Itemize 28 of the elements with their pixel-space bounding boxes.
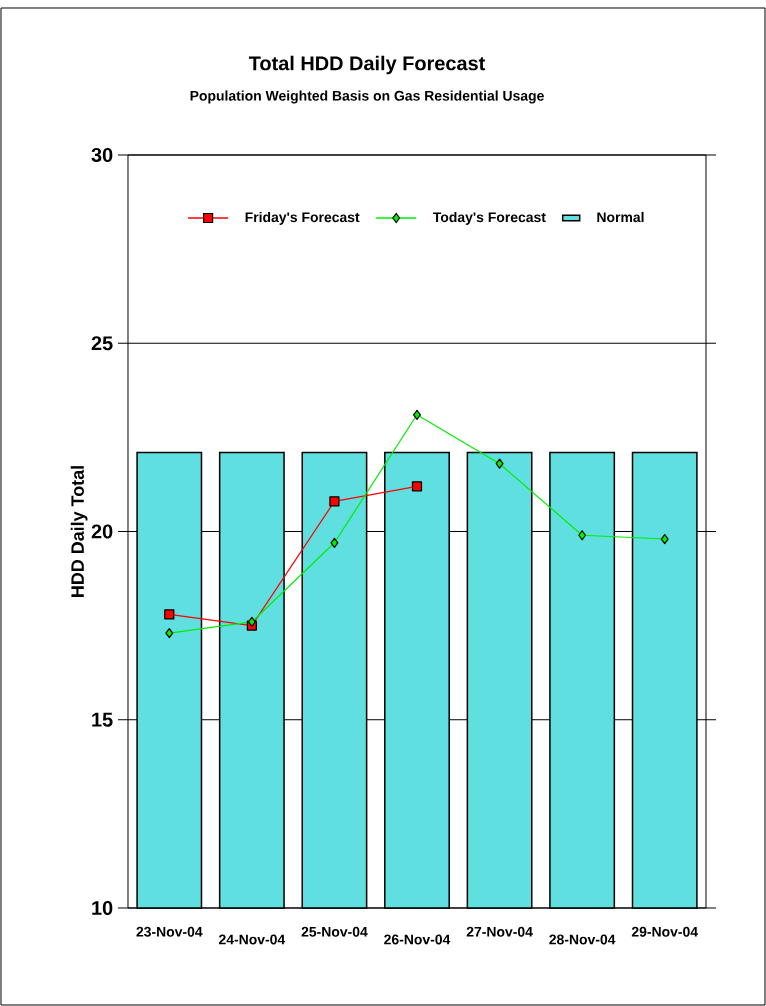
y-tick-label: 10 [92,900,113,916]
point [165,628,174,639]
x-tick-label: 29-Nov-04 [631,926,698,937]
x-tick-label: 24-Nov-04 [219,934,286,945]
y-tick-label: 15 [92,712,113,727]
legend-label: Today's Forecast [432,211,546,225]
point [247,616,256,627]
legend-label: Normal [597,211,644,223]
y-tick-label: 30 [91,147,113,163]
point [411,481,423,492]
point [413,409,421,420]
x-tick-label: 26-Nov-04 [384,934,451,945]
chart-subtitle: Population Weighted Basis on Gas Residential Usage [190,90,544,104]
x-tick-label: 23-Nov-04 [136,926,203,937]
y-tick-label: 25 [91,336,113,351]
point [660,533,669,545]
x-tick-label: 27-Nov-04 [466,926,533,937]
point [495,458,504,469]
y-axis-title: HDD Daily Total [70,466,88,597]
point [329,496,340,507]
x-tick-label: 28-Nov-04 [549,934,616,945]
chart-title: Total HDD Daily Forecast [248,55,486,75]
legend-label: Friday's Forecast [245,211,360,225]
point [578,530,587,541]
y-tick-label: 20 [91,524,113,539]
point [164,609,175,620]
point [330,537,339,548]
x-tick-label: 25-Nov-04 [301,926,368,937]
